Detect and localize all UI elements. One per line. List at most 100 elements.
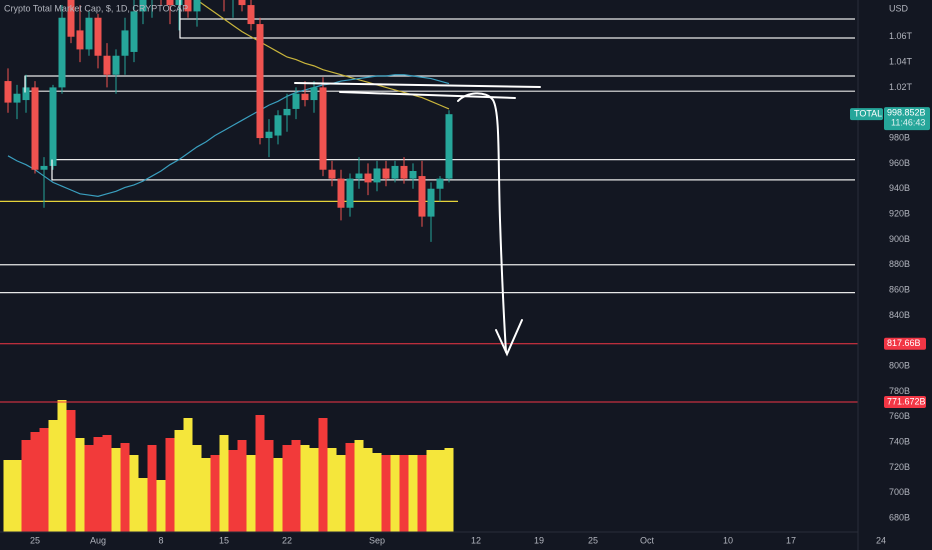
candle-body xyxy=(184,0,192,12)
y-tick-label: 1.06T xyxy=(889,31,913,41)
candle-body xyxy=(265,131,273,139)
candle-body xyxy=(49,87,57,166)
volume-bar xyxy=(246,455,256,532)
y-tick-label: 840B xyxy=(889,310,910,320)
volume-bar xyxy=(3,460,13,532)
volume-bar xyxy=(435,450,445,532)
volume-bar xyxy=(201,458,211,532)
y-tick-label: 780B xyxy=(889,386,910,396)
volume-bar xyxy=(291,440,301,532)
volume-bar xyxy=(57,400,67,532)
candle-body xyxy=(85,17,93,50)
drawn-arrow xyxy=(457,92,507,353)
volume-bar xyxy=(147,445,157,532)
volume-bar xyxy=(444,448,454,532)
x-tick-label: Oct xyxy=(640,535,655,545)
hand-drawings xyxy=(24,0,541,357)
candle-body xyxy=(139,0,147,12)
candle-body xyxy=(13,93,21,103)
alert-label-box xyxy=(884,337,926,350)
candle-body xyxy=(391,165,399,179)
alert-label: 817.66B xyxy=(887,338,921,348)
candle-body xyxy=(382,168,390,179)
chart-title: Crypto Total Market Cap, $, 1D, CRYPTOCA… xyxy=(4,3,188,13)
candle-body xyxy=(94,17,102,56)
candle-body xyxy=(76,30,84,50)
x-tick-label: 25 xyxy=(588,535,598,545)
y-tick-label: 760B xyxy=(889,411,910,421)
volume-bar xyxy=(93,437,103,532)
candle-body xyxy=(112,55,120,75)
x-tick-label: 8 xyxy=(158,535,163,545)
last-price-box xyxy=(884,107,930,131)
x-tick-label: Sep xyxy=(369,535,385,545)
volume-bar xyxy=(426,450,436,532)
candle-body xyxy=(22,87,30,101)
x-tick-label: 24 xyxy=(876,535,886,545)
candle-body xyxy=(58,17,66,88)
candle-body xyxy=(400,165,408,179)
volume-bar xyxy=(399,455,409,532)
x-tick-label: 12 xyxy=(471,535,481,545)
candle-body xyxy=(166,0,174,6)
y-tick-label: 800B xyxy=(889,360,910,370)
volume-bar xyxy=(408,455,418,532)
volume-bar xyxy=(129,455,139,532)
y-tick-label: 1.04T xyxy=(889,56,913,66)
y-tick-label: 980B xyxy=(889,132,910,142)
volume-bar xyxy=(66,410,76,532)
candle-body xyxy=(283,108,291,116)
drawn-box-edges xyxy=(24,0,181,181)
candle-body xyxy=(130,11,138,52)
volume-bar xyxy=(417,455,427,532)
volume-bar xyxy=(318,418,328,532)
candle-body xyxy=(373,168,381,183)
plot-area xyxy=(0,0,858,532)
candle-body xyxy=(193,0,201,12)
volume-bar xyxy=(228,450,238,532)
x-tick-label: 17 xyxy=(786,535,796,545)
candle-body xyxy=(337,178,345,208)
volume-bar xyxy=(237,440,247,532)
drawn-line xyxy=(339,91,516,99)
candle-body xyxy=(328,169,336,179)
y-tick-label: 960B xyxy=(889,158,910,168)
x-tick-label: 22 xyxy=(282,535,292,545)
volume-bar xyxy=(102,435,112,532)
y-tick-label: 700B xyxy=(889,487,910,497)
volume-bar xyxy=(120,443,130,532)
candle-body xyxy=(427,188,435,217)
last-price-label: 998.852B xyxy=(887,108,926,118)
y-tick-label: 720B xyxy=(889,462,910,472)
symbol-label: TOTAL xyxy=(854,109,882,119)
candle-body xyxy=(445,114,453,179)
volume-bar xyxy=(156,480,166,532)
volume-bar xyxy=(210,455,220,532)
symbol-box xyxy=(850,108,883,121)
volume-bar xyxy=(309,448,319,532)
volume-bar xyxy=(48,420,58,532)
candle-body xyxy=(121,30,129,56)
volume-bar xyxy=(372,453,382,532)
candle-body xyxy=(292,93,300,109)
volume-bar xyxy=(12,460,22,532)
countdown-label: 11:46:43 xyxy=(891,118,925,128)
y-tick-label: 740B xyxy=(889,436,910,446)
volume-bar xyxy=(363,448,373,532)
currency-label: USD xyxy=(889,3,909,13)
volume-bar xyxy=(354,440,364,532)
x-tick-label: 15 xyxy=(219,535,229,545)
candle-body xyxy=(355,173,363,179)
candle-body xyxy=(247,5,255,25)
volume-bar xyxy=(273,458,283,532)
candle-body xyxy=(409,171,417,179)
drawn-arrowhead xyxy=(495,319,523,357)
y-tick-label: 680B xyxy=(889,512,910,522)
candle-body xyxy=(301,93,309,101)
y-tick-label: 920B xyxy=(889,208,910,218)
volume-bar xyxy=(345,443,355,532)
candle-body xyxy=(67,0,75,37)
moving-average xyxy=(7,74,450,197)
